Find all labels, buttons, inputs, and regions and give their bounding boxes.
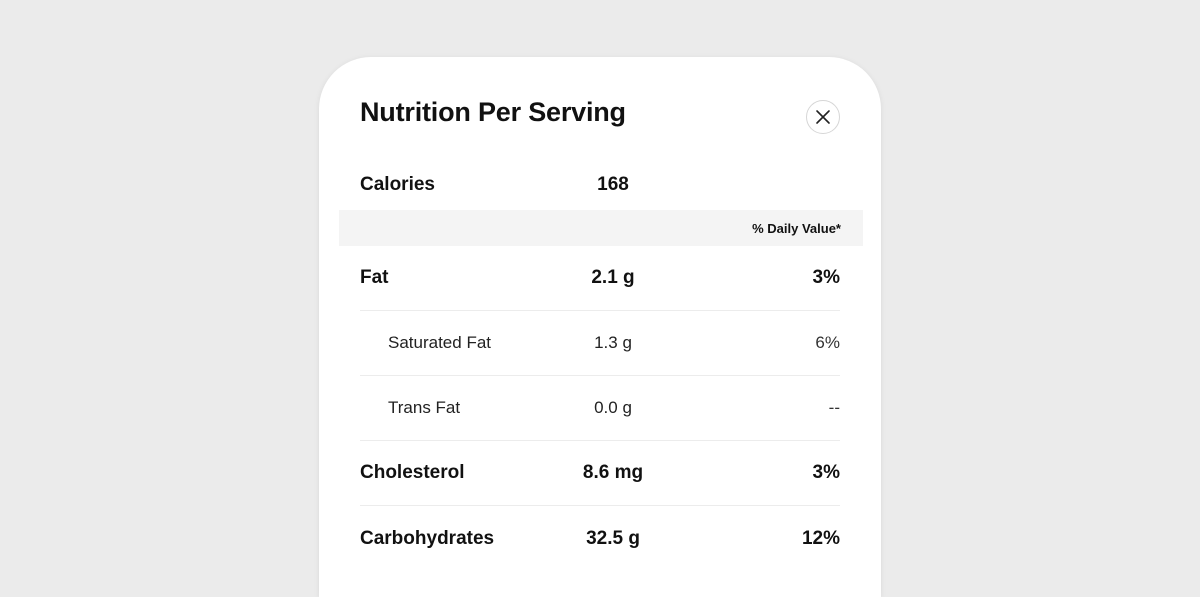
nutrient-row-cholesterol: Cholesterol 8.6 mg 3% (360, 441, 840, 506)
close-icon (816, 110, 830, 124)
nutrient-row-saturated-fat: Saturated Fat 1.3 g 6% (360, 311, 840, 376)
nutrient-daily-value: -- (828, 398, 840, 417)
nutrition-modal: Nutrition Per Serving Calories 168 % Dai… (319, 57, 881, 597)
daily-value-header: % Daily Value* (339, 210, 863, 246)
modal-header: Nutrition Per Serving (360, 95, 840, 139)
nutrient-name: Carbohydrates (360, 527, 495, 549)
nutrient-name: Fat (360, 267, 389, 288)
nutrient-name: Saturated Fat (388, 333, 492, 352)
nutrient-amount: 0.0 g (594, 398, 632, 417)
nutrient-amount: 2.1 g (591, 267, 635, 288)
nutrient-name: Cholesterol (360, 462, 465, 483)
nutrient-name: Trans Fat (388, 398, 461, 417)
nutrient-row-trans-fat: Trans Fat 0.0 g -- (360, 376, 840, 441)
nutrient-amount: 32.5 g (586, 527, 640, 549)
close-button[interactable] (806, 100, 840, 134)
nutrient-daily-value: 3% (812, 267, 840, 288)
nutrient-daily-value: 3% (812, 462, 840, 483)
calories-row: Calories 168 (360, 169, 840, 201)
nutrient-list: Fat 2.1 g 3% Saturated Fat 1.3 g 6% Tran… (360, 246, 840, 571)
nutrient-daily-value: 12% (801, 527, 840, 549)
calories-label: Calories (360, 174, 435, 195)
modal-title: Nutrition Per Serving (360, 97, 626, 127)
nutrient-amount: 1.3 g (594, 333, 632, 352)
nutrient-row-carbohydrates: Carbohydrates 32.5 g 12% (360, 506, 840, 571)
nutrient-daily-value: 6% (815, 333, 840, 352)
calories-value: 168 (597, 174, 629, 195)
daily-value-header-label: % Daily Value* (752, 220, 841, 236)
nutrient-amount: 8.6 mg (582, 462, 644, 483)
nutrient-row-fat: Fat 2.1 g 3% (360, 246, 840, 311)
